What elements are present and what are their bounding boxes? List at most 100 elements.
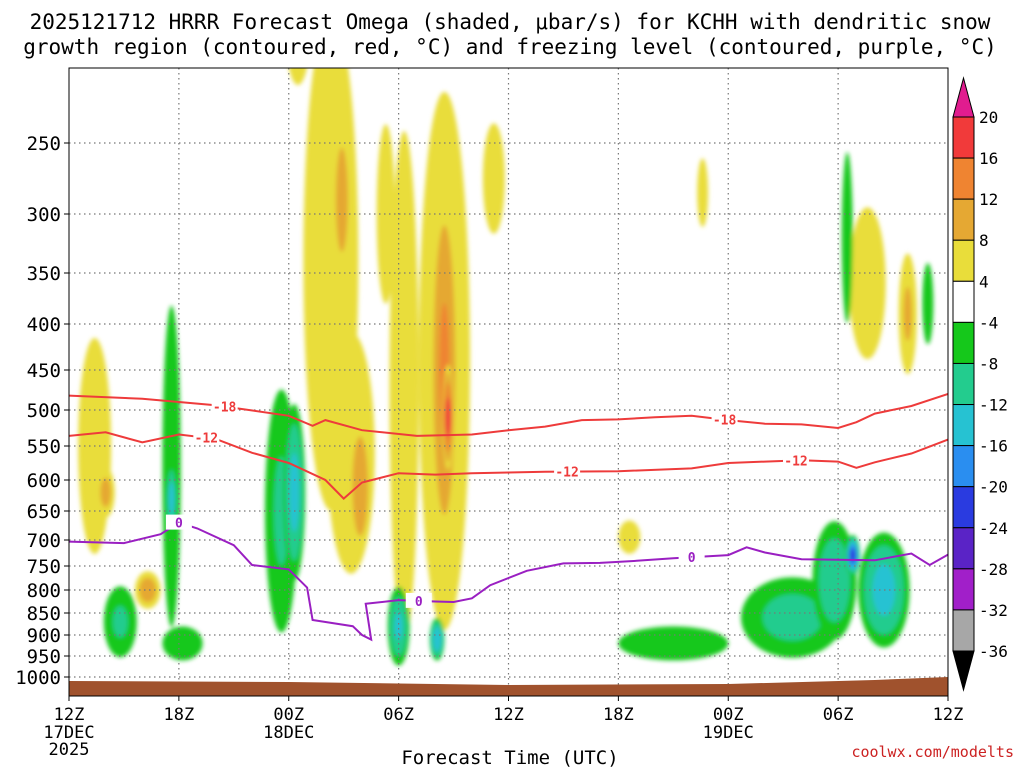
colorbar-bin-7	[952, 404, 975, 447]
colorbar-label-3: 8	[979, 231, 989, 250]
colorbar-bin-4	[952, 280, 975, 323]
contour--12-label-2: -12	[784, 454, 807, 469]
omega-cell-5-1	[335, 147, 348, 252]
colorbar-bin-0	[952, 116, 975, 159]
y-tick-label-650: 650	[27, 501, 61, 523]
y-tick-label-1000: 1000	[15, 667, 61, 689]
plot-area: -18 -18 -12 -12 -12 0 0 0	[69, 68, 948, 696]
y-tick-label-700: 700	[27, 530, 61, 552]
colorbar-bin-11	[952, 568, 975, 611]
contour-0-label-bg-0	[165, 514, 192, 530]
omega-cell-25-2	[432, 626, 442, 652]
colorbar-bin-5	[952, 321, 975, 364]
omega-cell-30-2	[872, 564, 896, 616]
contour--18-label-0: -18	[213, 401, 237, 416]
chart-title-line-2: growth region (contoured, red, °C) and f…	[23, 35, 997, 59]
x-tick-sublabel-2-0: 18DEC	[263, 723, 314, 743]
x-tick-label-0: 12Z	[54, 705, 85, 725]
x-axis-title: Forecast Time (UTC)	[401, 747, 618, 768]
omega-cell-27-1	[762, 594, 822, 641]
colorbar-label-2: 12	[979, 190, 998, 209]
colorbar-bin-6	[952, 362, 975, 406]
colorbar-top-arrow	[952, 76, 975, 118]
omega-cell-9-0	[389, 131, 419, 641]
omega-cell-1-1	[100, 477, 111, 507]
omega-cell-14-0	[618, 520, 641, 554]
y-axis: 2503003504004505005506006507007508008509…	[15, 133, 69, 689]
colorbar-label-11: -28	[979, 560, 1008, 579]
contour-0-label-0: 0	[175, 517, 183, 532]
x-tick-label-1: 18Z	[164, 705, 195, 725]
chart-title-line-1: 2025121712 HRRR Forecast Omega (shaded, …	[30, 10, 991, 34]
y-tick-label-850: 850	[27, 603, 61, 625]
omega-cell-28-1	[818, 538, 851, 623]
x-tick-label-3: 06Z	[383, 705, 414, 725]
contours: -18 -18 -12 -12 -12 0 0 0	[69, 393, 948, 642]
contour--18-label-bg-1	[711, 411, 738, 427]
contour--18-label-bg-0	[211, 398, 238, 414]
y-tick-label-400: 400	[27, 314, 61, 336]
colorbar-bin-8	[952, 445, 975, 488]
y-tick-label-350: 350	[27, 263, 61, 285]
contour-0-label-2: 0	[688, 551, 696, 566]
contour--18-line	[69, 393, 948, 437]
colorbar-label-9: -20	[979, 478, 1008, 497]
omega-cell-15-0	[697, 158, 709, 227]
omega-cell-26-0	[618, 626, 729, 661]
contour-0-line	[69, 521, 948, 642]
colorbar-bin-1	[952, 157, 975, 200]
omega-cell-23-2	[289, 452, 300, 532]
x-tick-label-7: 06Z	[823, 705, 854, 725]
colorbar: 20 16 12 8 4 -4 -8 -12 -16 -20 -24 -28 -32 -36	[952, 76, 1008, 692]
omega-cell-2-1	[139, 577, 157, 603]
y-tick-label-600: 600	[27, 470, 61, 492]
omega-cell-8-0	[376, 124, 395, 304]
y-tick-label-250: 250	[27, 133, 61, 155]
colorbar-label-12: -32	[979, 601, 1008, 620]
colorbar-bin-9	[952, 486, 975, 529]
terrain-fill	[69, 677, 948, 696]
y-tick-label-800: 800	[27, 580, 61, 602]
x-tick-label-2: 00Z	[273, 705, 304, 725]
colorbar-label-7: -12	[979, 396, 1008, 415]
contour-0-label-bg-1	[405, 592, 432, 608]
contour--12-label-bg-0	[193, 429, 220, 445]
y-tick-label-750: 750	[27, 556, 61, 578]
omega-cell-7-1	[352, 436, 368, 536]
colorbar-bin-10	[952, 527, 975, 570]
omega-cell-32-0	[922, 263, 934, 345]
omega-cell-3-0	[288, 68, 307, 85]
contour-0-label-1: 0	[415, 595, 423, 610]
colorbar-bin-2	[952, 198, 975, 241]
colorbar-bottom-arrow	[952, 650, 975, 692]
colorbar-label-1: 16	[979, 149, 998, 168]
x-tick-label-6: 00Z	[713, 705, 744, 725]
contour--12-label-bg-1	[554, 463, 581, 479]
colorbar-label-8: -16	[979, 437, 1008, 456]
y-tick-label-950: 950	[27, 646, 61, 668]
omega-cell-13-0	[482, 123, 505, 234]
terrain	[69, 677, 948, 696]
omega-cell-24-2	[394, 612, 403, 640]
omega-cell-16-0	[849, 207, 886, 360]
contour--12-label-bg-2	[783, 452, 810, 468]
colorbar-label-10: -24	[979, 519, 1008, 538]
omega-cell-31-0	[841, 152, 853, 323]
colorbar-label-4: 4	[979, 272, 989, 291]
omega-cell-17-1	[903, 286, 912, 341]
colorbar-label-13: -36	[979, 642, 1008, 661]
colorbar-label-0: 20	[979, 108, 998, 127]
omega-cell-12-3	[445, 397, 452, 438]
y-tick-label-450: 450	[27, 360, 61, 382]
x-tick-sublabel-6-0: 19DEC	[703, 723, 754, 743]
colorbar-label-5: -4	[979, 313, 998, 332]
y-tick-label-900: 900	[27, 625, 61, 647]
x-tick-label-8: 12Z	[933, 705, 964, 725]
credit-text: coolwx.com/modelts	[851, 743, 1014, 761]
omega-cell-18-1	[112, 605, 128, 638]
omega-cell-20-2	[168, 481, 175, 516]
contour--18-label-1: -18	[713, 414, 737, 429]
x-tick-sublabel-0-0: 17DEC	[43, 723, 94, 743]
colorbar-bin-3	[952, 239, 975, 282]
